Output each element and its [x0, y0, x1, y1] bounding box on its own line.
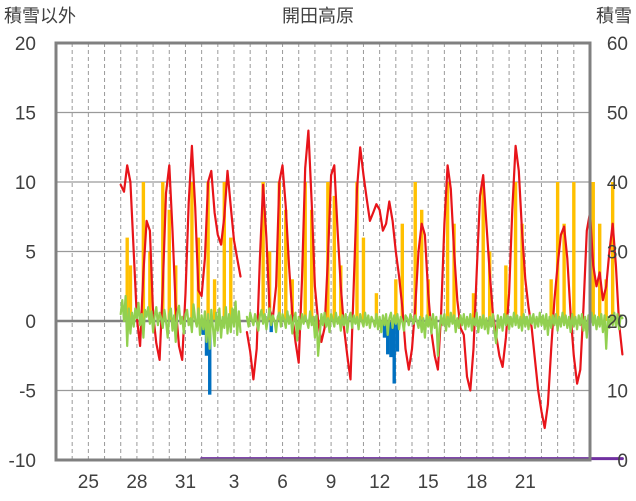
x-tick-label: 6 [277, 472, 288, 493]
x-tick-label: 9 [326, 472, 337, 493]
left-y-tick-label: 10 [15, 173, 36, 194]
x-tick-label: 21 [515, 472, 536, 493]
sunshine-bar [332, 195, 337, 321]
plot-frame [54, 41, 592, 462]
right-y-tick-label: 20 [607, 312, 628, 333]
sunshine-bar [481, 182, 485, 321]
sunshine-bar [128, 265, 133, 321]
x-tick-label: 31 [175, 472, 196, 493]
sunshine-bar [125, 237, 129, 321]
wind-line [245, 307, 624, 357]
sunshine-bar [413, 182, 417, 321]
sunshine-bar [549, 279, 553, 321]
sunshine-bar [555, 182, 560, 321]
right-y-tick-label: 10 [607, 382, 628, 403]
sunshine-bar [190, 182, 194, 321]
x-tick-label: 18 [466, 472, 487, 493]
left-y-tick-label: 0 [25, 312, 36, 333]
x-tick-label: 3 [229, 472, 240, 493]
right-y-tick-label: 0 [617, 451, 628, 472]
right-y-tick-label: 50 [607, 104, 628, 125]
left-y-tick-label: -5 [19, 382, 36, 403]
bar-layer [125, 182, 615, 395]
sunshine-bar [361, 237, 366, 321]
line-layer [119, 129, 624, 461]
chart-title: 開田高原 [282, 6, 354, 26]
x-tick-label: 15 [418, 472, 439, 493]
sunshine-bar [167, 209, 171, 321]
x-tick-label: 12 [369, 472, 390, 493]
left-y-tick-label: -10 [9, 451, 36, 472]
right-axis-label: 積雪 [596, 6, 632, 26]
precipitation-bar [392, 321, 396, 384]
sunshine-bar [445, 182, 450, 321]
sunshine-bar [355, 182, 359, 321]
sunshine-bar [604, 279, 608, 321]
x-tick-label: 28 [126, 472, 147, 493]
temperature-line [119, 144, 242, 361]
temperature-line [245, 129, 624, 430]
right-y-tick-label: 60 [607, 34, 628, 55]
precipitation-bar [269, 321, 273, 333]
sunshine-bar [420, 209, 424, 321]
precipitation-bar [208, 321, 212, 395]
sunshine-bar [277, 182, 282, 321]
sunshine-bar [610, 182, 615, 321]
left-axis-label: 積雪以外 [4, 6, 76, 26]
sunshine-bar [284, 209, 288, 321]
left-y-tick-label: 5 [25, 243, 36, 264]
precipitation-bar [382, 321, 387, 338]
left-y-tick-label: 20 [15, 34, 36, 55]
sunshine-bar [261, 182, 265, 321]
x-tick-label: 25 [78, 472, 99, 493]
sunshine-bar [309, 209, 314, 321]
sunshine-bar [303, 182, 307, 321]
sunshine-bar [520, 223, 524, 321]
sunshine-bar [222, 182, 226, 321]
right-y-tick-label: 40 [607, 173, 628, 194]
sunshine-bar [148, 251, 152, 321]
sunshine-bar [562, 223, 566, 321]
sunshine-bar [212, 279, 217, 321]
sunshine-bar [229, 237, 233, 321]
precipitation-bar [386, 321, 390, 355]
precipitation-bar [395, 321, 400, 352]
precipitation-bar [389, 321, 393, 358]
right-y-tick-label: 30 [607, 243, 628, 264]
sunshine-bar [504, 265, 508, 321]
sunshine-bar [206, 182, 210, 321]
sunshine-bar [471, 293, 476, 321]
wind-line [119, 294, 242, 350]
sunshine-bar [513, 182, 518, 321]
sunshine-bar [141, 182, 146, 321]
sunshine-bar [572, 182, 576, 321]
sunshine-bar [374, 293, 379, 321]
left-y-tick-label: 15 [15, 104, 36, 125]
sunshine-bar [161, 182, 165, 321]
sunshine-bar [394, 279, 398, 321]
sunshine-bar [400, 223, 404, 321]
sunshine-bar [452, 223, 456, 321]
